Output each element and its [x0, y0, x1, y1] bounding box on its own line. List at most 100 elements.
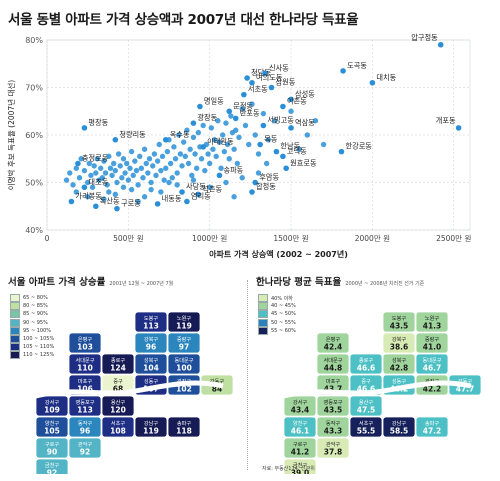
district-name: 양천구	[45, 419, 60, 427]
labeled-data-point	[249, 79, 255, 86]
data-point	[169, 175, 175, 181]
district-value: 119	[143, 427, 159, 436]
district-value: 106	[77, 385, 93, 394]
point-label: 가리봉동	[75, 192, 102, 201]
labeled-data-point	[241, 91, 247, 98]
legend-swatch	[10, 351, 20, 360]
district-shape	[167, 332, 201, 354]
point-label: 대조동	[88, 177, 108, 186]
scatter-plot: 40% 50% 60% 70% 80% 0 500만 원 1000만 원 1500만 원 2000…	[6, 33, 471, 259]
district-name: 중구	[361, 378, 371, 385]
data-point	[112, 191, 119, 198]
labeled-data-point	[369, 79, 376, 86]
data-point	[265, 137, 271, 143]
district-shape	[316, 395, 350, 417]
district-name: 영등포구	[75, 398, 94, 406]
point-label: 옥수동	[170, 130, 190, 139]
legend-swatch	[10, 343, 20, 352]
data-point	[86, 160, 93, 167]
district-shape	[316, 353, 350, 375]
labeled-data-point	[260, 122, 267, 129]
district-name: 성동구	[144, 377, 159, 385]
labeled-data-point	[226, 108, 233, 115]
legend-swatch	[10, 302, 20, 311]
data-point	[172, 156, 179, 162]
district-name: 강서구	[293, 398, 308, 406]
data-point	[127, 165, 133, 171]
legend-entry: 45 ~ 50%	[258, 310, 296, 319]
vote-share-map-panel: 한나라당 평균 득표율 2000년 ~ 2008년 치러진 선거 기준 도봉구 43…	[256, 274, 490, 474]
district-shape	[283, 458, 317, 474]
district-value: 103	[77, 343, 93, 352]
legend-entry: 85 ~ 90%	[10, 310, 54, 319]
labeled-data-point	[283, 165, 289, 172]
labeled-data-point	[249, 189, 255, 195]
legend-entry: 90 ~ 95%	[10, 318, 54, 327]
district-value: 42.8	[390, 364, 409, 373]
data-point	[107, 165, 114, 171]
point-label: 잠원동	[276, 78, 296, 87]
district-name: 강북구	[392, 336, 407, 343]
data-point	[73, 189, 79, 195]
labeled-data-point	[338, 148, 345, 155]
data-point	[320, 141, 327, 148]
data-point	[93, 170, 99, 176]
data-point	[206, 160, 213, 167]
district-shape	[35, 395, 69, 417]
data-point	[138, 165, 145, 171]
district-shape	[349, 416, 383, 438]
district-shape	[134, 311, 168, 333]
legend-swatch	[258, 318, 268, 327]
data-point	[125, 177, 132, 183]
district-shape	[316, 416, 350, 438]
data-point	[94, 156, 101, 162]
legend-label: 55 ~ 60%	[271, 327, 296, 334]
district-name: 강남구	[392, 419, 407, 427]
y-axis-label: 이명박 후보 득표율 (2007년 대선)	[6, 80, 16, 190]
point-label: 반포동	[240, 108, 260, 117]
labeled-data-point	[112, 136, 119, 143]
data-point	[231, 146, 237, 152]
data-point	[224, 141, 231, 148]
district-name: 성북구	[144, 356, 159, 364]
data-point	[135, 182, 141, 188]
district-name: 영등포구	[323, 398, 342, 406]
legend-entry: 55 ~ 60%	[258, 326, 296, 335]
legend-label: 85 ~ 90%	[23, 311, 48, 318]
data-point	[190, 134, 197, 141]
district-shape	[316, 437, 350, 459]
data-point	[159, 153, 166, 160]
data-point	[146, 156, 153, 162]
price-increase-map: 도봉구113노원구119강북구96은평구103성북구104중랑구97종로구124…	[27, 311, 234, 474]
district-name: 성북구	[392, 356, 407, 364]
district-value: 46.6	[357, 385, 376, 394]
legend-entry: 40 ~ 45%	[258, 302, 296, 311]
data-point	[249, 101, 255, 107]
data-point	[119, 175, 125, 181]
point-label: 구로동	[121, 199, 141, 208]
district-name: 서대문구	[323, 356, 342, 364]
district-shape	[283, 416, 317, 438]
data-point	[164, 148, 171, 155]
district-shape	[382, 353, 416, 375]
legend-label: 40% 이하	[271, 295, 293, 302]
labeled-data-point	[195, 191, 202, 198]
data-point	[223, 120, 229, 126]
x-tick-label: 2500만 원	[436, 234, 471, 243]
panel-divider	[247, 280, 248, 470]
data-point	[158, 167, 164, 174]
data-point	[220, 132, 226, 138]
district-name: 성동구	[392, 377, 407, 385]
district-value: 41.0	[423, 343, 442, 352]
data-point	[112, 167, 119, 174]
legend-swatch	[258, 302, 268, 311]
point-label: 염리동	[191, 192, 211, 201]
